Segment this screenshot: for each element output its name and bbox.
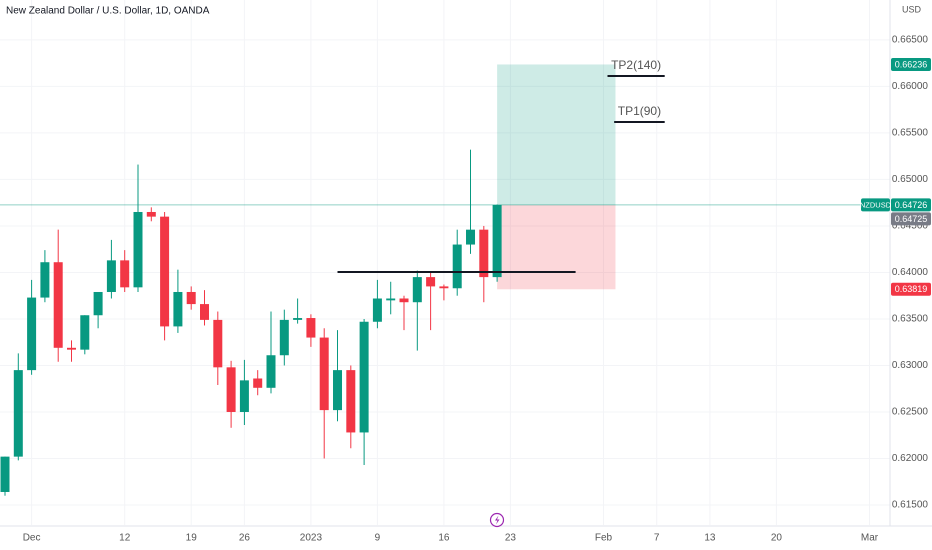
y-tick-label: 0.65000 bbox=[892, 174, 929, 185]
candle-body bbox=[226, 367, 236, 412]
price-tag: 0.63819 bbox=[891, 282, 931, 296]
candle-body bbox=[67, 347, 77, 350]
candle-body bbox=[186, 291, 196, 305]
candle-body bbox=[426, 277, 436, 287]
grid bbox=[0, 0, 890, 525]
y-tick-label: 0.64000 bbox=[892, 267, 929, 278]
candle-body bbox=[266, 355, 276, 388]
x-tick-label: 26 bbox=[239, 533, 251, 544]
candle-body bbox=[306, 318, 316, 338]
icon-bolt bbox=[495, 515, 500, 525]
x-tick-label: 7 bbox=[654, 533, 660, 544]
candle-body bbox=[279, 319, 289, 356]
candle-body bbox=[27, 297, 37, 371]
candle-body bbox=[53, 262, 63, 348]
price-tag: 0.64725 bbox=[891, 212, 931, 226]
candle-body bbox=[120, 260, 130, 288]
x-tick-label: 19 bbox=[186, 533, 198, 544]
x-tick-label: 2023 bbox=[300, 533, 323, 544]
y-tick-label: 0.66500 bbox=[892, 35, 929, 46]
price-tag-box bbox=[891, 57, 931, 71]
candle-body bbox=[93, 291, 103, 316]
candle-body bbox=[346, 370, 356, 433]
price-tag-label: 0.64726 bbox=[895, 200, 928, 210]
drawn-line-label: TP2(140) bbox=[611, 58, 661, 72]
candle-body bbox=[492, 204, 502, 278]
axis: 0.61500 0.62000 0.62500 0.63000 0.63500 0.640… bbox=[23, 35, 929, 544]
candle-body bbox=[372, 298, 382, 322]
y-tick-label: 0.61500 bbox=[892, 500, 929, 511]
candle-body bbox=[466, 229, 476, 245]
candle-body bbox=[40, 262, 50, 298]
price-tag-label: 0.64725 bbox=[895, 214, 928, 224]
price-tag: 0.66236 bbox=[891, 57, 931, 71]
x-tick-label: 12 bbox=[119, 533, 131, 544]
candle-body bbox=[200, 304, 210, 320]
y-tick-label: 0.66000 bbox=[892, 81, 929, 92]
candle-body bbox=[319, 337, 329, 411]
candle-body bbox=[479, 229, 489, 278]
price-tag-box bbox=[891, 198, 931, 212]
target-zone bbox=[497, 64, 616, 205]
candle-body bbox=[0, 456, 10, 492]
price-tag-box bbox=[891, 282, 931, 296]
price-tag-box bbox=[891, 212, 931, 226]
y-tick-label: 0.62000 bbox=[892, 453, 929, 464]
candle-body bbox=[13, 370, 23, 457]
symbol-tag-label: NZDUSD bbox=[860, 200, 892, 209]
candle-body bbox=[333, 370, 343, 411]
chart-title: New Zealand Dollar / U.S. Dollar, 1D, OA… bbox=[6, 6, 210, 17]
x-tick-label: 9 bbox=[375, 533, 381, 544]
y-tick-label: 0.63000 bbox=[892, 360, 929, 371]
candle-body bbox=[160, 216, 170, 327]
stop-zone bbox=[497, 204, 616, 290]
x-tick-label: Dec bbox=[23, 533, 41, 544]
candle-body bbox=[399, 298, 409, 303]
candle-body bbox=[80, 315, 90, 350]
candle-body bbox=[293, 318, 303, 320]
candle-body bbox=[359, 321, 369, 433]
candle-body bbox=[173, 291, 183, 327]
currency-label: USD bbox=[902, 4, 922, 14]
drawn-line-label: TP1(90) bbox=[618, 104, 661, 118]
x-tick-label: 13 bbox=[704, 533, 716, 544]
candle-body bbox=[146, 211, 156, 217]
candle-body bbox=[239, 380, 249, 412]
candle-body bbox=[253, 378, 263, 388]
x-tick-label: Feb bbox=[595, 533, 613, 544]
x-tick-label: 16 bbox=[438, 533, 450, 544]
x-tick-label: Mar bbox=[861, 533, 879, 544]
lightning-icon[interactable] bbox=[489, 512, 505, 528]
y-tick-label: 0.65500 bbox=[892, 128, 929, 139]
y-tick-label: 0.63500 bbox=[892, 314, 929, 325]
candle-body bbox=[213, 319, 223, 368]
candle-body bbox=[386, 298, 396, 301]
price-tag-label: 0.63819 bbox=[895, 284, 928, 294]
price-tag-label: 0.66236 bbox=[895, 59, 928, 69]
symbol-tag-box bbox=[861, 198, 890, 212]
x-tick-label: 20 bbox=[771, 533, 783, 544]
candle-body bbox=[106, 260, 116, 292]
candle-body bbox=[452, 244, 462, 289]
candle-body bbox=[439, 286, 449, 289]
y-tick-label: 0.62500 bbox=[892, 407, 929, 418]
candle-body bbox=[133, 211, 143, 288]
candle-body bbox=[412, 277, 422, 303]
y-tick-label: 0.64500 bbox=[892, 221, 929, 232]
x-tick-label: 23 bbox=[505, 533, 517, 544]
